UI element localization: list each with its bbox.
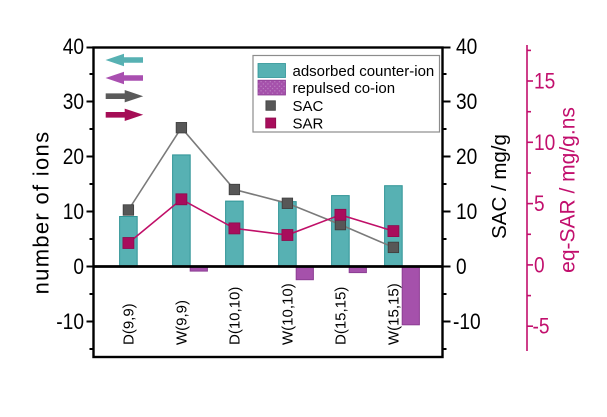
svg-text:40: 40 bbox=[63, 34, 84, 59]
svg-text:20: 20 bbox=[63, 144, 84, 169]
svg-text:W(10,10): W(10,10) bbox=[279, 283, 296, 345]
svg-text:number of ions: number of ions bbox=[29, 131, 54, 295]
svg-text:W(15,15): W(15,15) bbox=[385, 283, 402, 345]
svg-text:D(9,9): D(9,9) bbox=[120, 303, 137, 345]
svg-text:30: 30 bbox=[63, 89, 84, 114]
svg-text:0: 0 bbox=[73, 254, 84, 279]
svg-text:20: 20 bbox=[456, 144, 477, 169]
svg-text:10: 10 bbox=[456, 199, 477, 224]
svg-text:10: 10 bbox=[534, 130, 555, 155]
svg-text:15: 15 bbox=[534, 69, 555, 94]
svg-text:eq-SAR / mg/g.ns: eq-SAR / mg/g.ns bbox=[557, 107, 580, 273]
svg-text:D(10,10): D(10,10) bbox=[226, 287, 243, 345]
svg-text:-10: -10 bbox=[453, 309, 481, 334]
svg-text:SAC / mg/g: SAC / mg/g bbox=[488, 134, 511, 239]
svg-text:SAC: SAC bbox=[293, 98, 324, 115]
svg-text:repulsed co-ion: repulsed co-ion bbox=[293, 80, 396, 97]
svg-text:30: 30 bbox=[456, 89, 477, 114]
svg-text:5: 5 bbox=[534, 191, 545, 216]
svg-text:-5: -5 bbox=[533, 314, 550, 339]
svg-text:40: 40 bbox=[456, 34, 477, 59]
svg-text:W(9,9): W(9,9) bbox=[173, 300, 190, 345]
svg-text:-10: -10 bbox=[56, 309, 84, 334]
svg-text:D(15,15): D(15,15) bbox=[332, 287, 349, 345]
svg-text:adsorbed counter-ion: adsorbed counter-ion bbox=[293, 63, 435, 80]
svg-text:0: 0 bbox=[534, 252, 545, 277]
svg-text:0: 0 bbox=[456, 254, 467, 279]
svg-text:10: 10 bbox=[63, 199, 84, 224]
svg-text:SAR: SAR bbox=[293, 116, 324, 133]
